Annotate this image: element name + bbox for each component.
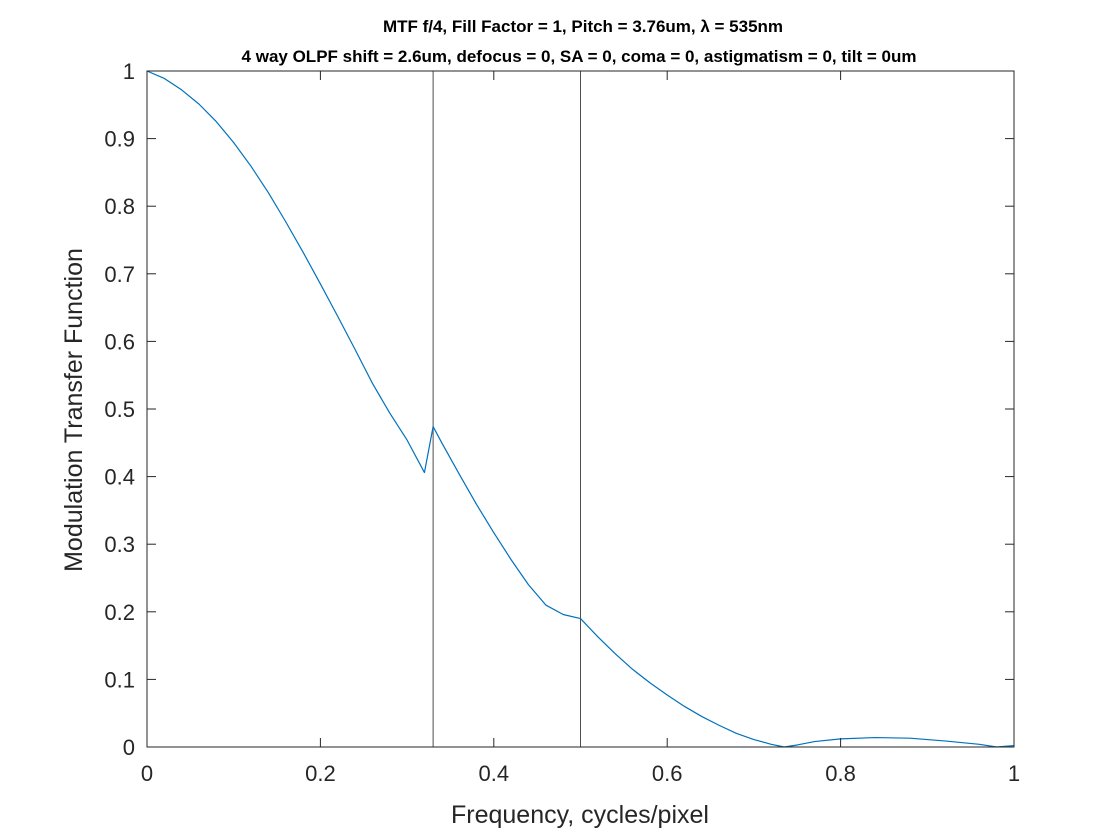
y-axis-label: Modulation Transfer Function (60, 248, 88, 572)
y-tick-label: 0.1 (104, 667, 135, 692)
y-tick-label: 0.7 (104, 262, 135, 287)
y-tick-label: 0.3 (104, 532, 135, 557)
y-tick-label: 0.8 (104, 194, 135, 219)
x-tick-label: 0 (141, 761, 153, 786)
x-tick-label: 0.4 (479, 761, 510, 786)
x-tick-label: 0.6 (652, 761, 683, 786)
y-tick-label: 0 (123, 735, 135, 760)
x-tick-label: 0.2 (305, 761, 336, 786)
reference-lines (432, 71, 581, 747)
y-tick-label: 0.6 (104, 329, 135, 354)
y-tick-label: 0.9 (104, 127, 135, 152)
series-layer (146, 70, 1015, 748)
series-line-0 (146, 70, 1015, 748)
x-tick-label: 1 (1008, 761, 1020, 786)
x-axis-label: Frequency, cycles/pixel (451, 801, 709, 829)
y-tick-label: 0.2 (104, 600, 135, 625)
chart-title: MTF f/4, Fill Factor = 1, Pitch = 3.76um… (383, 17, 783, 36)
y-tick-label: 0.4 (104, 465, 135, 490)
y-tick-label: 0.5 (104, 397, 135, 422)
y-tick-label: 1 (123, 59, 135, 84)
axis-ticks: 0 0.2 0.4 0.6 0.8 1 0 0.1 0.2 0.3 0.4 0.5 0.6 0.7 0.8 0… (104, 59, 1020, 786)
x-tick-label: 0.8 (825, 761, 856, 786)
chart-subtitle: 4 way OLPF shift = 2.6um, defocus = 0, S… (242, 47, 917, 66)
